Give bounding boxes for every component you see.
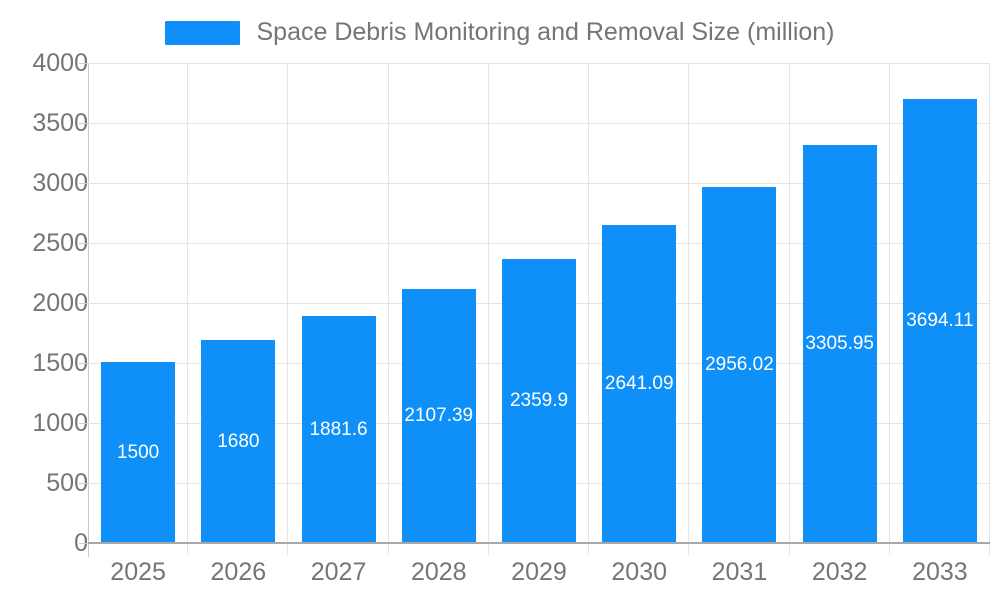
y-axis-label: 2000 (32, 289, 88, 317)
gridline-v (889, 63, 890, 555)
y-axis-label: 0 (74, 529, 88, 557)
bar-2027[interactable]: 1881.6 (301, 316, 376, 542)
gridline-v (588, 63, 589, 555)
bar-value-label: 1881.6 (309, 418, 368, 440)
y-tick-mark (79, 423, 88, 424)
bar-2025[interactable]: 1500 (101, 362, 176, 542)
bar-value-label: 3694.11 (906, 309, 974, 331)
x-axis-label: 2026 (210, 558, 267, 586)
bar-2031[interactable]: 2956.02 (702, 187, 777, 542)
x-axis-label: 2029 (511, 558, 567, 586)
legend: Space Debris Monitoring and Removal Size… (0, 18, 1000, 47)
y-axis-line (88, 63, 89, 557)
y-tick-mark (79, 123, 88, 124)
gridline-h (88, 243, 990, 244)
gridline-h (88, 63, 990, 64)
y-tick-mark (79, 543, 88, 544)
gridline-v (989, 63, 990, 555)
x-axis-label: 2033 (912, 558, 968, 586)
bar-2028[interactable]: 2107.39 (401, 289, 476, 542)
bar-2029[interactable]: 2359.9 (502, 258, 576, 542)
x-axis-label: 2028 (410, 558, 467, 586)
x-axis-label: 2031 (711, 558, 768, 586)
gridline-v (287, 63, 288, 555)
bar-value-label: 2641.09 (604, 373, 674, 395)
y-tick-mark (79, 243, 88, 244)
bar-value-label: 3305.95 (805, 333, 874, 355)
y-tick-mark (79, 303, 88, 304)
gridline-h (88, 183, 990, 184)
bar-value-label: 2107.39 (404, 405, 474, 427)
y-axis-label: 2500 (32, 229, 88, 257)
y-tick-mark (79, 183, 88, 184)
y-axis-label: 3000 (32, 169, 88, 197)
bar-value-label: 1680 (217, 430, 260, 452)
bar-value-label: 2956.02 (705, 354, 774, 376)
legend-label: Space Debris Monitoring and Removal Size… (256, 18, 835, 46)
gridline-v (488, 63, 489, 555)
y-axis-label: 4000 (32, 49, 88, 77)
x-axis-label: 2025 (110, 558, 166, 586)
bar-2032[interactable]: 3305.95 (802, 145, 877, 542)
y-axis-label: 1000 (32, 409, 88, 437)
x-axis-label: 2030 (611, 558, 668, 586)
x-axis: 2025 2026 2027 2028 2029 2030 2031 2032 2033 (88, 558, 990, 592)
y-tick-mark (79, 363, 88, 364)
gridline-v (688, 63, 689, 555)
bar-value-label: 2359.9 (509, 389, 569, 411)
x-axis-label: 2032 (811, 558, 868, 586)
x-axis-line (88, 542, 990, 544)
gridline-v (187, 63, 188, 555)
bar-2026[interactable]: 1680 (201, 340, 276, 542)
y-axis-label: 1500 (32, 349, 88, 377)
legend-swatch-icon (165, 20, 241, 45)
gridline-h (88, 123, 990, 124)
bar-value-label: 1500 (116, 441, 160, 463)
x-axis-label: 2027 (310, 558, 367, 586)
y-tick-mark (79, 483, 88, 484)
bar-2030[interactable]: 2641.09 (602, 225, 677, 542)
y-axis-label: 3500 (32, 109, 88, 137)
plot-area: 1500 1680 1881.6 2107.39 2359.9 2641.09 2956.0… (88, 63, 990, 557)
y-axis-label: 500 (46, 469, 88, 497)
bar-2033[interactable]: 3694.11 (902, 98, 977, 542)
y-axis: 0 500 1000 1500 2000 2500 3000 3500 4000 (0, 0, 88, 600)
y-tick-mark (79, 63, 88, 64)
legend-item[interactable]: Space Debris Monitoring and Removal Size… (165, 18, 835, 47)
gridline-v (789, 63, 790, 555)
gridline-v (388, 63, 389, 555)
